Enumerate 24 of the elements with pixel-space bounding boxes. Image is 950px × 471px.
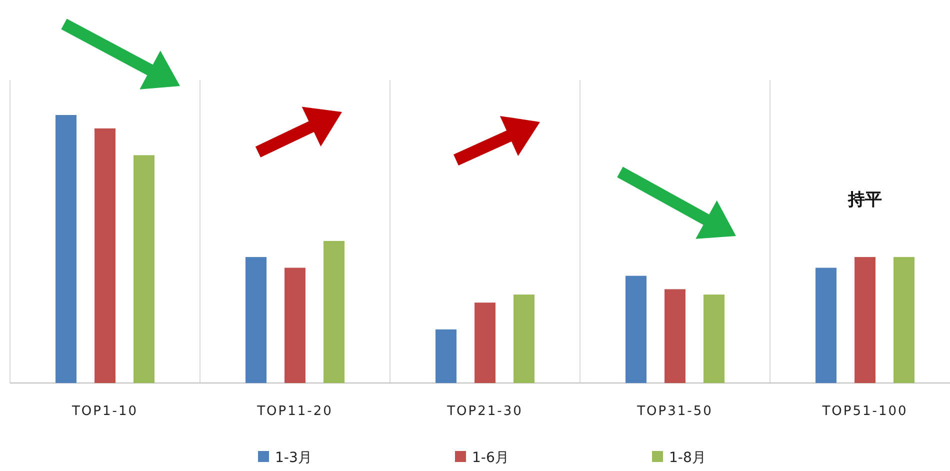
legend-label: 1-8月 — [669, 450, 706, 466]
x-tick-label: TOP1-10 — [70, 404, 138, 419]
bar — [474, 302, 496, 383]
bar — [816, 268, 836, 383]
bar — [324, 240, 344, 383]
x-tick-label: TOP11-20 — [256, 404, 333, 419]
bar — [704, 294, 724, 383]
x-tick-label: TOP31-50 — [636, 404, 713, 419]
bar — [626, 276, 646, 383]
bar — [436, 329, 456, 383]
bar — [514, 294, 534, 383]
bar — [246, 257, 266, 383]
legend-label: 1-3月 — [275, 450, 312, 466]
bar — [894, 257, 914, 383]
bar — [854, 257, 876, 383]
x-tick-label: TOP21-30 — [446, 404, 523, 419]
annotation: 持平 — [847, 190, 882, 210]
x-tick-label: TOP51-100 — [821, 404, 908, 419]
bar — [284, 268, 306, 383]
bar — [664, 289, 686, 383]
bar — [56, 115, 76, 383]
legend-label: 1-6月 — [472, 450, 509, 466]
bar — [94, 128, 116, 383]
bar — [134, 155, 154, 383]
